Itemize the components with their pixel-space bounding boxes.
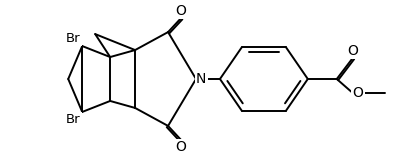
Text: N: N [196,72,206,86]
Text: O: O [175,4,186,18]
Text: Br: Br [65,113,80,126]
Text: O: O [346,44,357,58]
Text: Br: Br [65,32,80,45]
Text: O: O [175,140,186,154]
Text: O: O [352,86,363,100]
